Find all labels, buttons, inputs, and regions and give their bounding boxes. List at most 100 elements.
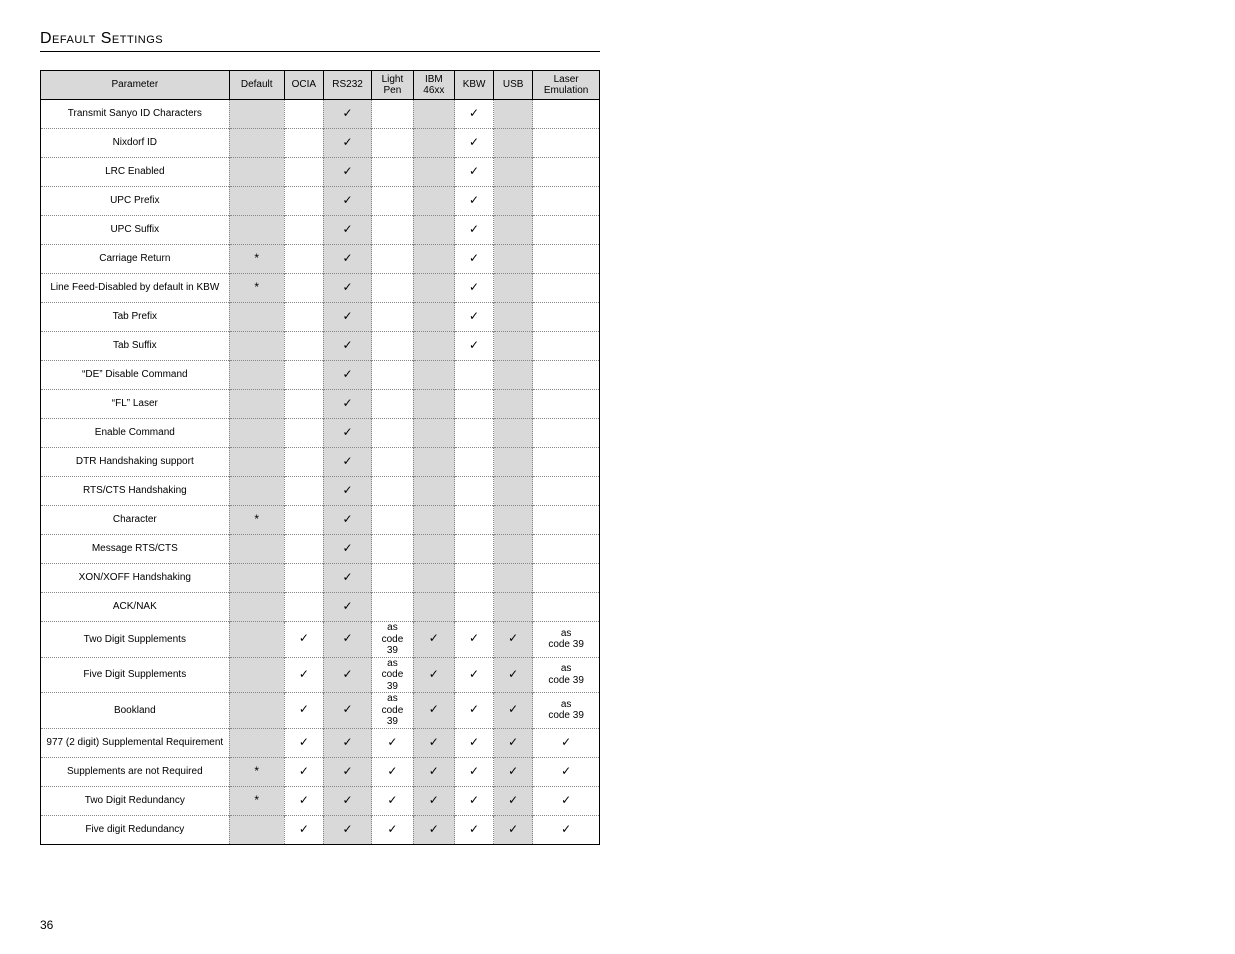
table-row: Nixdorf ID✓✓ [41,129,600,158]
cell-default [229,815,284,844]
table-row: DTR Handshaking support✓ [41,448,600,477]
cell-ocia [284,332,323,361]
cell-light: ascode39 [372,693,413,729]
cell-laser [533,332,600,361]
cell-ocia [284,564,323,593]
cell-light [372,361,413,390]
cell-laser [533,361,600,390]
cell-default [229,419,284,448]
col-laser-emulation: Laser Emulation [533,71,600,100]
cell-laser [533,506,600,535]
table-row: Bookland✓✓ascode39✓✓✓ascode 39 [41,693,600,729]
cell-light [372,216,413,245]
cell-param: Tab Suffix [41,332,230,361]
cell-rs232: ✓ [323,158,371,187]
cell-kbw: ✓ [455,245,494,274]
cell-param: LRC Enabled [41,158,230,187]
cell-laser: ascode 39 [533,622,600,658]
cell-usb [494,216,533,245]
col-kbw: KBW [455,71,494,100]
cell-ibm [413,129,454,158]
cell-usb [494,100,533,129]
cell-rs232: ✓ [323,390,371,419]
cell-light [372,506,413,535]
cell-default [229,390,284,419]
cell-param: Five Digit Supplements [41,657,230,693]
cell-rs232: ✓ [323,332,371,361]
table-row: Line Feed-Disabled by default in KBW*✓✓ [41,274,600,303]
cell-ibm [413,477,454,506]
cell-rs232: ✓ [323,361,371,390]
cell-light: ascode39 [372,657,413,693]
cell-param: Two Digit Redundancy [41,786,230,815]
cell-light: ascode39 [372,622,413,658]
cell-rs232: ✓ [323,100,371,129]
cell-ibm [413,419,454,448]
cell-kbw: ✓ [455,728,494,757]
cell-usb [494,506,533,535]
settings-table: Parameter Default OCIA RS232 Light Pen I… [40,70,600,845]
cell-laser: ascode 39 [533,693,600,729]
cell-rs232: ✓ [323,728,371,757]
cell-default [229,361,284,390]
cell-ocia [284,216,323,245]
cell-usb [494,187,533,216]
cell-ocia [284,158,323,187]
table-row: Character*✓ [41,506,600,535]
table-row: Enable Command ✓ [41,419,600,448]
col-ibm-46xx: IBM 46xx [413,71,454,100]
cell-laser: ✓ [533,786,600,815]
cell-default [229,129,284,158]
cell-default [229,448,284,477]
cell-default: * [229,245,284,274]
cell-param: Enable Command [41,419,230,448]
cell-param: Nixdorf ID [41,129,230,158]
cell-rs232: ✓ [323,786,371,815]
cell-rs232: ✓ [323,477,371,506]
cell-kbw: ✓ [455,303,494,332]
cell-light [372,332,413,361]
table-row: Message RTS/CTS✓ [41,535,600,564]
cell-param: Character [41,506,230,535]
cell-ocia [284,361,323,390]
cell-usb [494,274,533,303]
cell-laser [533,477,600,506]
cell-rs232: ✓ [323,593,371,622]
cell-kbw [455,593,494,622]
table-row: Tab Suffix✓✓ [41,332,600,361]
cell-laser: ascode 39 [533,657,600,693]
cell-ocia [284,303,323,332]
cell-kbw [455,506,494,535]
cell-ocia [284,129,323,158]
cell-rs232: ✓ [323,622,371,658]
table-row: UPC Prefix✓✓ [41,187,600,216]
cell-rs232: ✓ [323,419,371,448]
cell-kbw: ✓ [455,100,494,129]
cell-usb [494,361,533,390]
cell-laser: ✓ [533,728,600,757]
cell-kbw: ✓ [455,815,494,844]
cell-light: ✓ [372,815,413,844]
cell-light [372,390,413,419]
cell-ibm: ✓ [413,757,454,786]
cell-default [229,216,284,245]
cell-light [372,593,413,622]
cell-laser: ✓ [533,757,600,786]
cell-usb [494,332,533,361]
col-light-pen: Light Pen [372,71,413,100]
cell-usb [494,158,533,187]
cell-light [372,100,413,129]
cell-light [372,303,413,332]
cell-usb: ✓ [494,757,533,786]
cell-ocia [284,593,323,622]
table-row: RTS/CTS Handshaking✓ [41,477,600,506]
cell-ibm: ✓ [413,657,454,693]
cell-ibm [413,216,454,245]
cell-rs232: ✓ [323,245,371,274]
cell-default [229,187,284,216]
cell-kbw: ✓ [455,274,494,303]
cell-default [229,100,284,129]
cell-light [372,448,413,477]
cell-rs232: ✓ [323,693,371,729]
cell-default: * [229,757,284,786]
